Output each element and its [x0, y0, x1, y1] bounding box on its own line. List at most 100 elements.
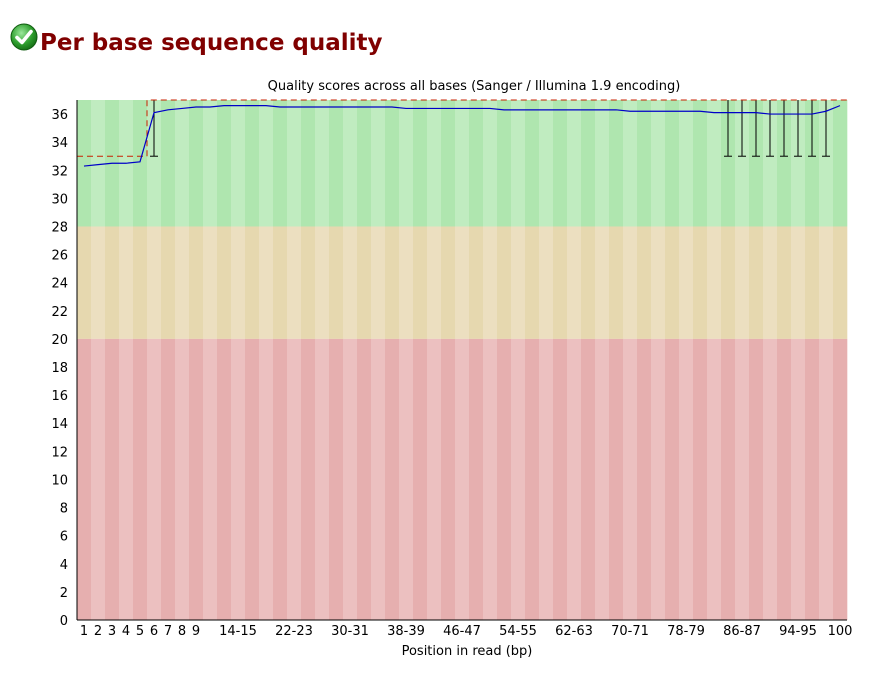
band-2-stripe [581, 338, 596, 620]
y-tick-label: 20 [51, 333, 68, 348]
band-1-stripe [693, 226, 708, 339]
band-0-stripe [343, 100, 358, 227]
band-1-stripe [119, 226, 134, 339]
band-2-stripe [819, 338, 834, 620]
x-tick-label: 70-71 [611, 624, 649, 639]
band-0-stripe [175, 100, 190, 227]
x-tick-label: 30-31 [331, 624, 369, 639]
band-1-stripe [749, 226, 764, 339]
x-tick-label: 100 [828, 624, 853, 639]
band-1-stripe [329, 226, 344, 339]
band-1-stripe [497, 226, 512, 339]
band-2-stripe [231, 338, 246, 620]
band-2-stripe [175, 338, 190, 620]
band-0-stripe [511, 100, 526, 227]
y-tick-label: 26 [51, 249, 68, 264]
band-2-stripe [315, 338, 330, 620]
y-tick-label: 22 [51, 305, 68, 320]
band-1-stripe [595, 226, 610, 339]
band-1-stripe [483, 226, 498, 339]
x-tick-label: 5 [136, 624, 144, 639]
band-2-stripe [91, 338, 106, 620]
band-1-stripe [567, 226, 582, 339]
band-0-stripe [581, 100, 596, 227]
band-1-stripe [287, 226, 302, 339]
band-0-stripe [147, 100, 162, 227]
band-0-stripe [637, 100, 652, 227]
band-2-stripe [399, 338, 414, 620]
band-0-stripe [609, 100, 624, 227]
x-tick-label: 78-79 [667, 624, 705, 639]
band-0-stripe [497, 100, 512, 227]
band-1-stripe [315, 226, 330, 339]
band-1-stripe [455, 226, 470, 339]
band-0-stripe [707, 100, 722, 227]
quartile-whiskers [150, 100, 830, 157]
chart-title: Quality scores across all bases (Sanger … [268, 79, 681, 94]
band-0-stripe [133, 100, 148, 227]
x-tick-label: 62-63 [555, 624, 593, 639]
x-tick-label: 4 [122, 624, 130, 639]
band-2-stripe [679, 338, 694, 620]
band-1-stripe [105, 226, 120, 339]
y-tick-label: 4 [60, 558, 68, 573]
x-tick-labels: 1 2 3 4 5 6 7 8 9 14-15 22-23 30-31 38-39 46-47 54-55 6… [80, 624, 853, 639]
band-2-stripe [553, 338, 568, 620]
band-2-stripe [147, 338, 162, 620]
band-1-stripe [469, 226, 484, 339]
band-1-stripe [91, 226, 106, 339]
upper-quartile-line [77, 99, 847, 157]
x-tick-label: 2 [94, 624, 102, 639]
band-0-stripe [735, 100, 750, 227]
band-1-stripe [161, 226, 176, 339]
band-1-stripe [371, 226, 386, 339]
band-1-stripe [651, 226, 666, 339]
band-1-stripe [245, 226, 260, 339]
band-2-stripe [371, 338, 386, 620]
quality-bands [77, 100, 848, 620]
x-tick-label: 8 [178, 624, 186, 639]
band-0-stripe [679, 100, 694, 227]
band-2-stripe [77, 338, 92, 620]
band-0-stripe [413, 100, 428, 227]
band-0-stripe [217, 100, 232, 227]
band-2-stripe [805, 338, 820, 620]
band-2-stripe [385, 338, 400, 620]
band-1-stripe [189, 226, 204, 339]
band-0-stripe [539, 100, 554, 227]
band-0-stripe [833, 100, 848, 227]
band-1-stripe [819, 226, 834, 339]
band-0-stripe [287, 100, 302, 227]
band-1-stripe [413, 226, 428, 339]
band-2-stripe [637, 338, 652, 620]
y-tick-label: 18 [51, 361, 68, 376]
y-tick-label: 0 [60, 614, 68, 629]
band-0-stripe [553, 100, 568, 227]
band-0-stripe [371, 100, 386, 227]
y-tick-label: 2 [60, 586, 68, 601]
band-1-stripe [147, 226, 162, 339]
band-1-stripe [175, 226, 190, 339]
band-0-stripe [651, 100, 666, 227]
band-2-stripe [203, 338, 218, 620]
band-2-stripe [413, 338, 428, 620]
band-2-stripe [217, 338, 232, 620]
band-1-stripe [791, 226, 806, 339]
band-1-stripe [203, 226, 218, 339]
band-0-stripe [791, 100, 806, 227]
band-2-stripe [511, 338, 526, 620]
band-1-stripe [735, 226, 750, 339]
band-0-stripe [161, 100, 176, 227]
check-circle-icon [10, 23, 38, 51]
band-2-stripe [455, 338, 470, 620]
band-0-stripe [91, 100, 106, 227]
band-0-stripe [441, 100, 456, 227]
band-1-stripe [763, 226, 778, 339]
band-2-stripe [119, 338, 134, 620]
y-tick-label: 16 [51, 389, 68, 404]
band-2-stripe [133, 338, 148, 620]
band-0-stripe [203, 100, 218, 227]
band-0-stripe [567, 100, 582, 227]
y-tick-label: 30 [51, 192, 68, 207]
band-1-stripe [427, 226, 442, 339]
